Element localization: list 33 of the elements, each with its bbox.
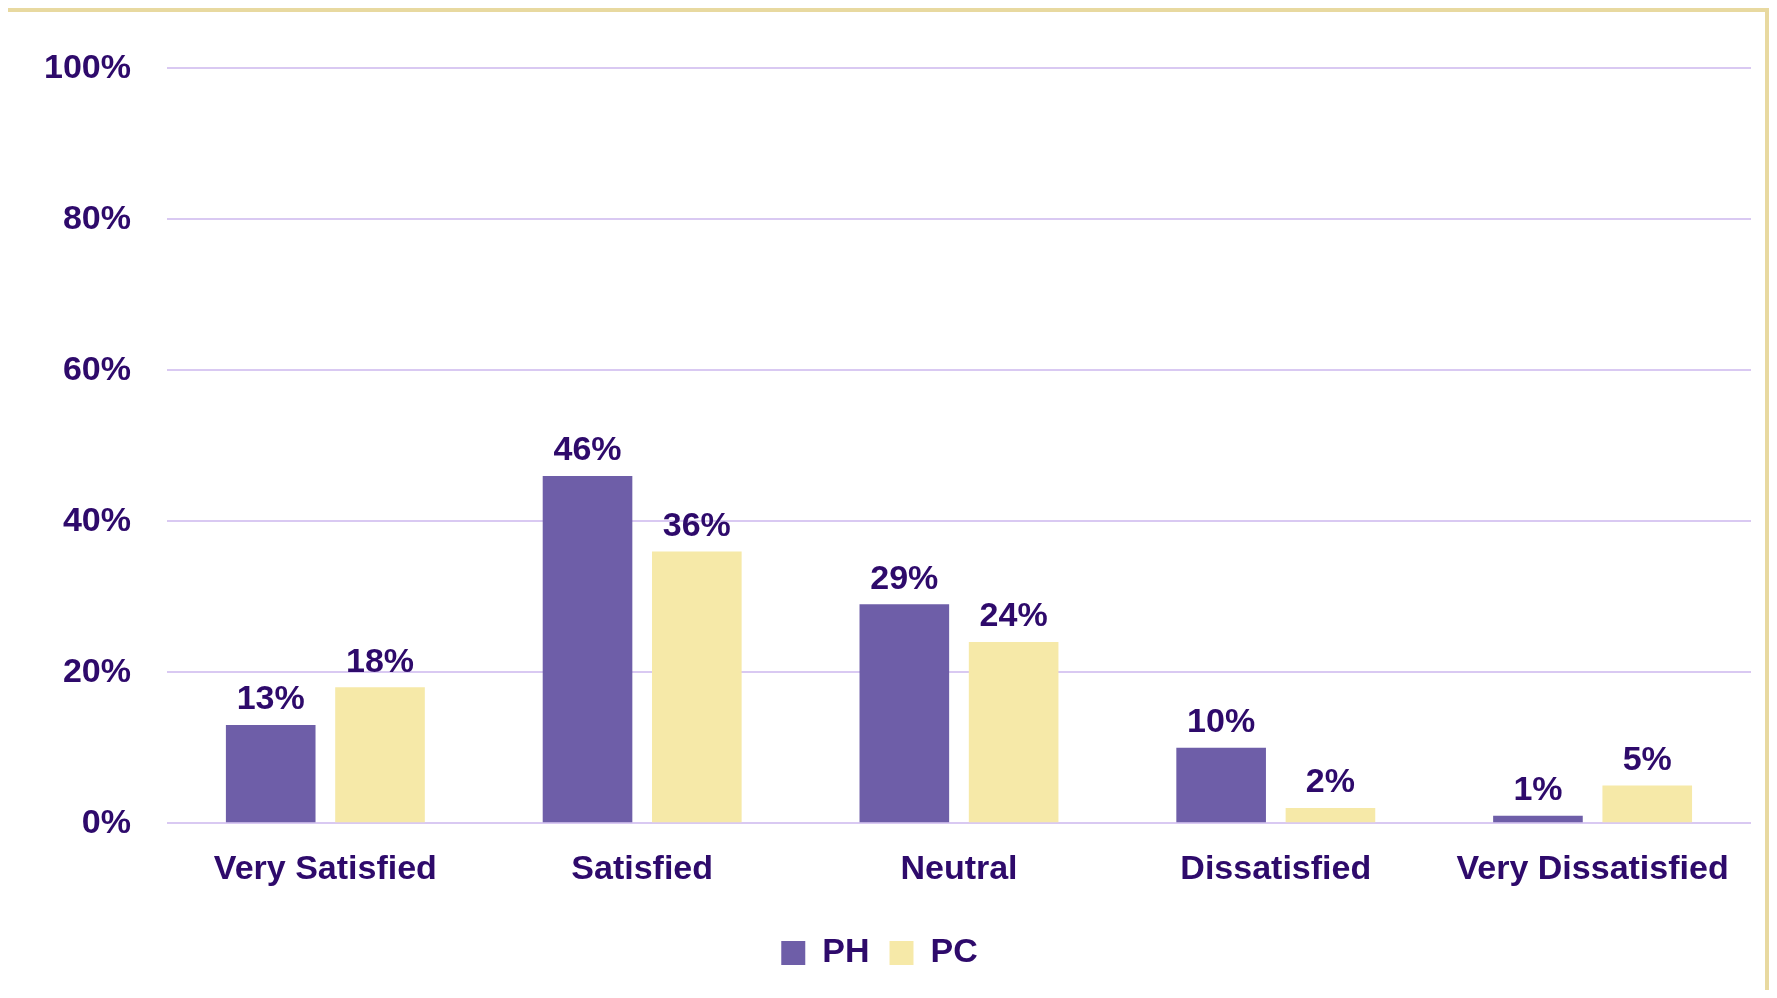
data-label: 18% bbox=[345, 640, 415, 679]
y-tick-label: 60% bbox=[62, 348, 131, 387]
bar bbox=[968, 642, 1059, 823]
bar bbox=[652, 551, 742, 823]
bar bbox=[225, 725, 316, 823]
x-tick-label: Neutral bbox=[900, 847, 1018, 886]
data-label: 2% bbox=[1305, 761, 1356, 800]
x-tick-label: Very Dissatisfied bbox=[1456, 847, 1729, 886]
y-tick-label: 80% bbox=[62, 197, 131, 236]
x-tick-label: Dissatisfied bbox=[1180, 847, 1372, 886]
data-label: 24% bbox=[979, 595, 1048, 634]
y-tick-label: 40% bbox=[62, 499, 131, 538]
legend-label: PH bbox=[822, 931, 870, 970]
bar bbox=[1493, 815, 1583, 823]
bar bbox=[542, 475, 633, 823]
data-label: 1% bbox=[1513, 769, 1563, 808]
data-label: 46% bbox=[553, 429, 622, 468]
legend-label: PC bbox=[930, 931, 978, 970]
x-tick-label: Very Satisfied bbox=[213, 847, 437, 886]
data-label: 10% bbox=[1187, 701, 1256, 740]
y-tick-label: 0% bbox=[81, 801, 131, 840]
data-label: 13% bbox=[236, 678, 305, 717]
y-tick-label: 20% bbox=[62, 650, 131, 689]
y-tick-label: 100% bbox=[43, 46, 131, 85]
bar bbox=[1285, 808, 1376, 823]
x-tick-label: Satisfied bbox=[571, 847, 714, 886]
bar bbox=[859, 604, 950, 823]
bar bbox=[1602, 785, 1693, 823]
data-label: 5% bbox=[1622, 738, 1672, 777]
data-label: 36% bbox=[662, 504, 731, 543]
data-label: 29% bbox=[870, 557, 939, 596]
bar bbox=[335, 687, 425, 823]
bar bbox=[1176, 747, 1266, 823]
